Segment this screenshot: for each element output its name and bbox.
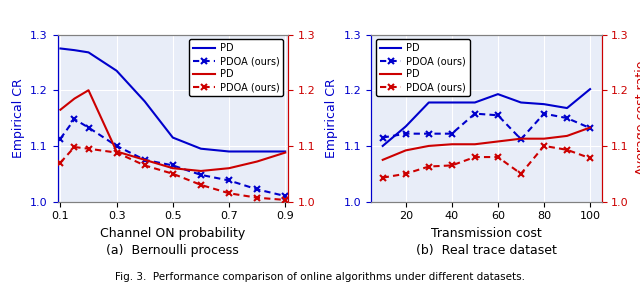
Legend: PD, PDOA (ours), PD, PDOA (ours): PD, PDOA (ours), PD, PDOA (ours) [376,39,470,96]
X-axis label: Transmission cost: Transmission cost [431,227,542,240]
Y-axis label: Empirical CR: Empirical CR [12,78,24,158]
Legend: PD, PDOA (ours), PD, PDOA (ours): PD, PDOA (ours), PD, PDOA (ours) [189,39,283,96]
Text: (b)  Real trace dataset: (b) Real trace dataset [416,244,557,257]
Y-axis label: Average cost ratio: Average cost ratio [635,61,640,175]
Text: (a)  Bernoulli process: (a) Bernoulli process [106,244,239,257]
Text: Fig. 3.  Performance comparison of online algorithms under different datasets.: Fig. 3. Performance comparison of online… [115,272,525,282]
X-axis label: Channel ON probability: Channel ON probability [100,227,245,240]
Y-axis label: Empirical CR: Empirical CR [325,78,338,158]
